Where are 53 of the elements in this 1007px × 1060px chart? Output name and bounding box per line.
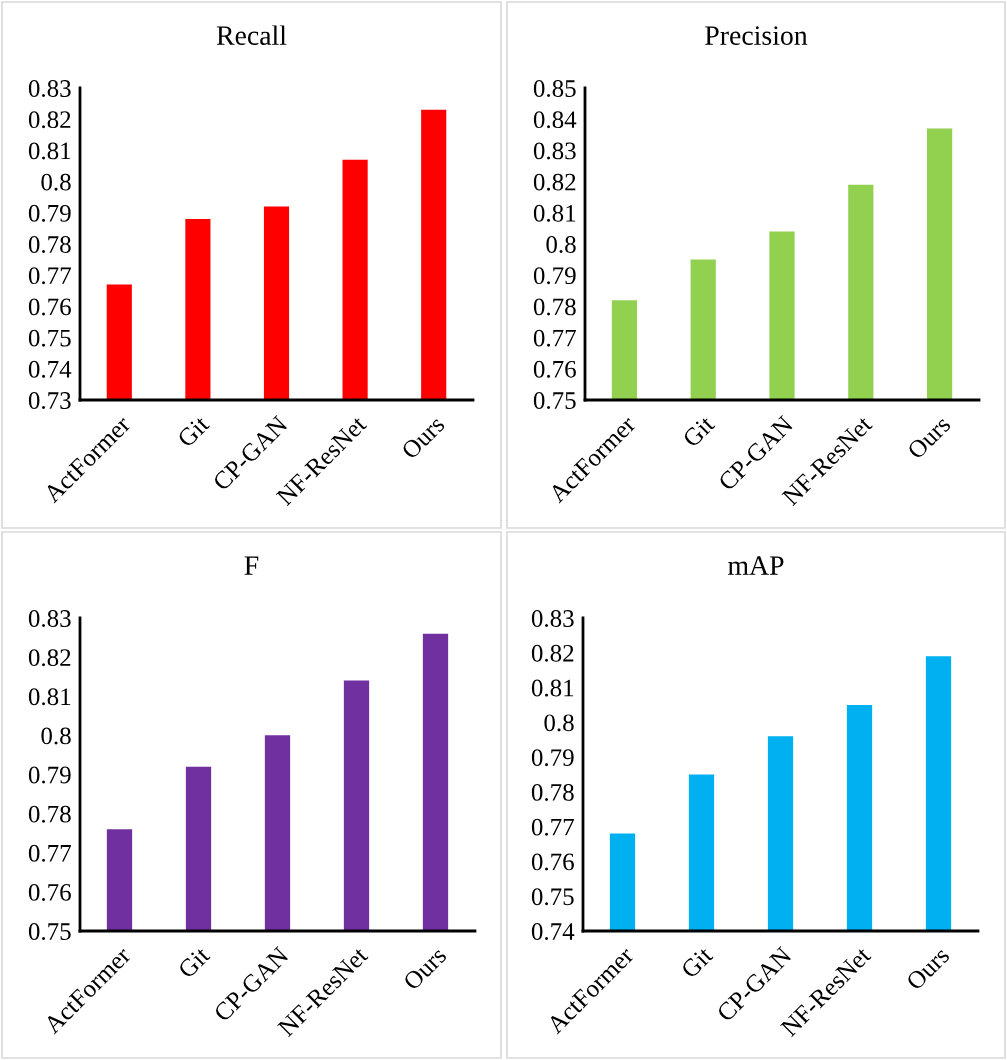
- y-tick-label: 0.77: [533, 329, 576, 347]
- chart-title: mAP: [728, 556, 784, 575]
- y-tick-label: 0.81: [533, 204, 576, 222]
- x-tick-label: Ours: [906, 415, 952, 460]
- y-tick-label: 0.76: [28, 883, 71, 901]
- x-tick-label: Ours: [402, 946, 448, 991]
- y-tick-label: 0.82: [28, 111, 71, 129]
- y-tick-label: 0.81: [531, 679, 574, 697]
- y-tick-label: 0.75: [531, 888, 574, 906]
- x-tick-label: Ours: [400, 415, 446, 460]
- y-tick-label: 0.82: [28, 649, 71, 667]
- y-tick-label: 0.74: [28, 360, 72, 378]
- x-tick-label: Ours: [905, 946, 951, 991]
- chart-title: Precision: [705, 26, 808, 45]
- y-tick-label: 0.82: [533, 173, 576, 191]
- y-tick-label: 0.75: [28, 329, 71, 347]
- y-tick-label: 0.8: [546, 236, 576, 254]
- y-tick-label: 0.78: [533, 298, 576, 316]
- y-tick-label: 0.8: [41, 173, 71, 191]
- y-tick-label: 0.82: [531, 644, 574, 662]
- x-tick-label: Git: [176, 414, 211, 449]
- chart-title: F: [244, 556, 259, 575]
- y-tick-label: 0.8: [41, 727, 71, 745]
- y-tick-label: 0.83: [28, 80, 71, 98]
- x-tick-label: Git: [177, 945, 211, 980]
- y-tick-label: 0.84: [533, 111, 577, 129]
- x-tick-label: Git: [681, 414, 716, 449]
- y-tick-label: 0.78: [531, 783, 574, 801]
- x-tick-label: Git: [680, 945, 714, 980]
- y-tick-label: 0.85: [533, 80, 576, 98]
- y-tick-label: 0.83: [531, 610, 574, 628]
- y-tick-label: 0.77: [28, 844, 71, 862]
- y-tick-label: 0.83: [28, 610, 71, 628]
- y-tick-label: 0.75: [533, 392, 576, 410]
- chart-title: Recall: [216, 25, 287, 45]
- y-tick-label: 0.73: [28, 392, 71, 410]
- y-tick-label: 0.79: [531, 749, 574, 767]
- y-tick-label: 0.75: [28, 923, 71, 941]
- y-tick-label: 0.78: [28, 236, 71, 254]
- y-tick-label: 0.8: [544, 714, 574, 732]
- y-tick-label: 0.79: [28, 204, 71, 222]
- y-tick-label: 0.77: [531, 818, 574, 836]
- y-tick-label: 0.81: [28, 688, 71, 706]
- y-tick-label: 0.79: [533, 267, 576, 285]
- y-tick-label: 0.76: [533, 360, 576, 378]
- y-tick-label: 0.76: [531, 853, 574, 871]
- y-tick-label: 0.76: [28, 298, 71, 316]
- y-tick-label: 0.81: [28, 142, 71, 160]
- y-tick-label: 0.74: [531, 923, 575, 941]
- y-tick-label: 0.83: [533, 142, 576, 160]
- y-tick-label: 0.78: [28, 805, 71, 823]
- y-tick-label: 0.77: [28, 267, 71, 285]
- y-tick-label: 0.79: [28, 766, 71, 784]
